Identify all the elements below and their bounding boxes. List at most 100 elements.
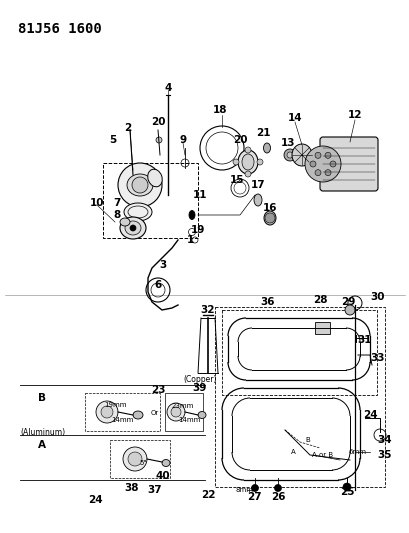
Text: 39: 39 xyxy=(192,383,207,393)
Circle shape xyxy=(123,447,147,471)
Circle shape xyxy=(96,401,118,423)
Circle shape xyxy=(344,305,354,315)
Text: 7: 7 xyxy=(113,198,120,208)
Text: 5": 5" xyxy=(139,460,146,466)
Text: 5: 5 xyxy=(109,135,116,145)
Text: 14mm: 14mm xyxy=(178,417,200,423)
Text: 15: 15 xyxy=(229,175,244,185)
Text: Or: Or xyxy=(151,410,159,416)
Text: 19: 19 xyxy=(190,225,204,235)
Text: 27: 27 xyxy=(246,492,261,502)
Text: 20: 20 xyxy=(232,135,247,145)
Circle shape xyxy=(101,406,113,418)
Ellipse shape xyxy=(263,143,270,153)
Circle shape xyxy=(130,225,136,231)
Text: 13: 13 xyxy=(280,138,294,148)
Circle shape xyxy=(342,483,350,491)
Text: 17: 17 xyxy=(250,180,265,190)
Ellipse shape xyxy=(124,203,152,221)
Text: 1: 1 xyxy=(186,235,193,245)
Text: 37: 37 xyxy=(147,485,162,495)
Text: 23mm: 23mm xyxy=(171,403,194,409)
Text: 6mm: 6mm xyxy=(348,449,366,455)
Circle shape xyxy=(118,163,162,207)
Text: 20: 20 xyxy=(151,117,165,127)
Text: 22: 22 xyxy=(200,490,215,500)
Circle shape xyxy=(166,403,184,421)
Text: A: A xyxy=(38,440,46,450)
Ellipse shape xyxy=(133,411,143,419)
Text: 6: 6 xyxy=(154,280,161,290)
Text: 19mm: 19mm xyxy=(103,402,126,408)
Circle shape xyxy=(128,452,142,466)
Circle shape xyxy=(171,407,180,417)
Ellipse shape xyxy=(237,150,257,174)
Text: 2: 2 xyxy=(124,123,131,133)
Text: 31: 31 xyxy=(357,335,371,345)
Ellipse shape xyxy=(120,218,130,226)
Ellipse shape xyxy=(254,194,261,206)
Text: 35: 35 xyxy=(377,450,391,460)
Ellipse shape xyxy=(127,174,153,196)
Text: 81J56 1600: 81J56 1600 xyxy=(18,22,101,36)
Text: (Aluminum): (Aluminum) xyxy=(20,427,65,437)
Text: (Copper): (Copper) xyxy=(183,376,216,384)
Circle shape xyxy=(155,137,162,143)
Text: 11: 11 xyxy=(192,190,207,200)
Circle shape xyxy=(324,169,330,176)
Circle shape xyxy=(274,484,281,491)
Circle shape xyxy=(256,159,262,165)
Text: 32: 32 xyxy=(200,305,215,315)
Ellipse shape xyxy=(147,169,162,187)
Circle shape xyxy=(309,161,315,167)
Ellipse shape xyxy=(241,154,254,170)
Text: 33: 33 xyxy=(370,353,384,363)
Text: 3: 3 xyxy=(159,260,166,270)
Text: 30: 30 xyxy=(370,292,384,302)
Circle shape xyxy=(245,171,250,177)
Ellipse shape xyxy=(198,411,205,418)
Text: 16: 16 xyxy=(262,203,276,213)
Text: 21: 21 xyxy=(255,128,270,138)
FancyBboxPatch shape xyxy=(319,137,377,191)
Text: 8: 8 xyxy=(113,210,120,220)
Text: 9: 9 xyxy=(179,135,186,145)
Ellipse shape xyxy=(263,211,275,225)
Text: B: B xyxy=(305,437,310,443)
Circle shape xyxy=(286,152,292,158)
Text: 4: 4 xyxy=(164,83,171,93)
Circle shape xyxy=(232,159,238,165)
Text: 36: 36 xyxy=(260,297,274,307)
Ellipse shape xyxy=(162,459,170,466)
Circle shape xyxy=(132,177,148,193)
Bar xyxy=(314,322,329,334)
Ellipse shape xyxy=(120,217,146,239)
Circle shape xyxy=(324,152,330,158)
Text: 29: 29 xyxy=(340,297,354,307)
Text: 26: 26 xyxy=(270,492,285,502)
Circle shape xyxy=(329,161,335,167)
Circle shape xyxy=(304,146,340,182)
Text: 25: 25 xyxy=(339,487,353,497)
Text: 28: 28 xyxy=(312,295,326,305)
Text: A or B: A or B xyxy=(312,452,333,458)
Ellipse shape xyxy=(125,221,141,235)
Text: B: B xyxy=(38,393,46,403)
Text: 8mm: 8mm xyxy=(236,487,254,493)
Circle shape xyxy=(283,149,295,161)
Text: 24: 24 xyxy=(362,410,376,420)
Text: 40: 40 xyxy=(155,471,170,481)
Text: 10: 10 xyxy=(90,198,104,208)
Text: 34: 34 xyxy=(377,435,391,445)
Text: 12: 12 xyxy=(347,110,362,120)
Circle shape xyxy=(314,152,320,158)
Ellipse shape xyxy=(189,211,195,220)
Ellipse shape xyxy=(291,144,311,166)
Text: 18: 18 xyxy=(212,105,227,115)
Text: A: A xyxy=(290,449,294,455)
Text: 24: 24 xyxy=(88,495,102,505)
Circle shape xyxy=(251,484,258,491)
Circle shape xyxy=(245,147,250,153)
Circle shape xyxy=(264,213,274,223)
Text: 23: 23 xyxy=(151,385,165,395)
